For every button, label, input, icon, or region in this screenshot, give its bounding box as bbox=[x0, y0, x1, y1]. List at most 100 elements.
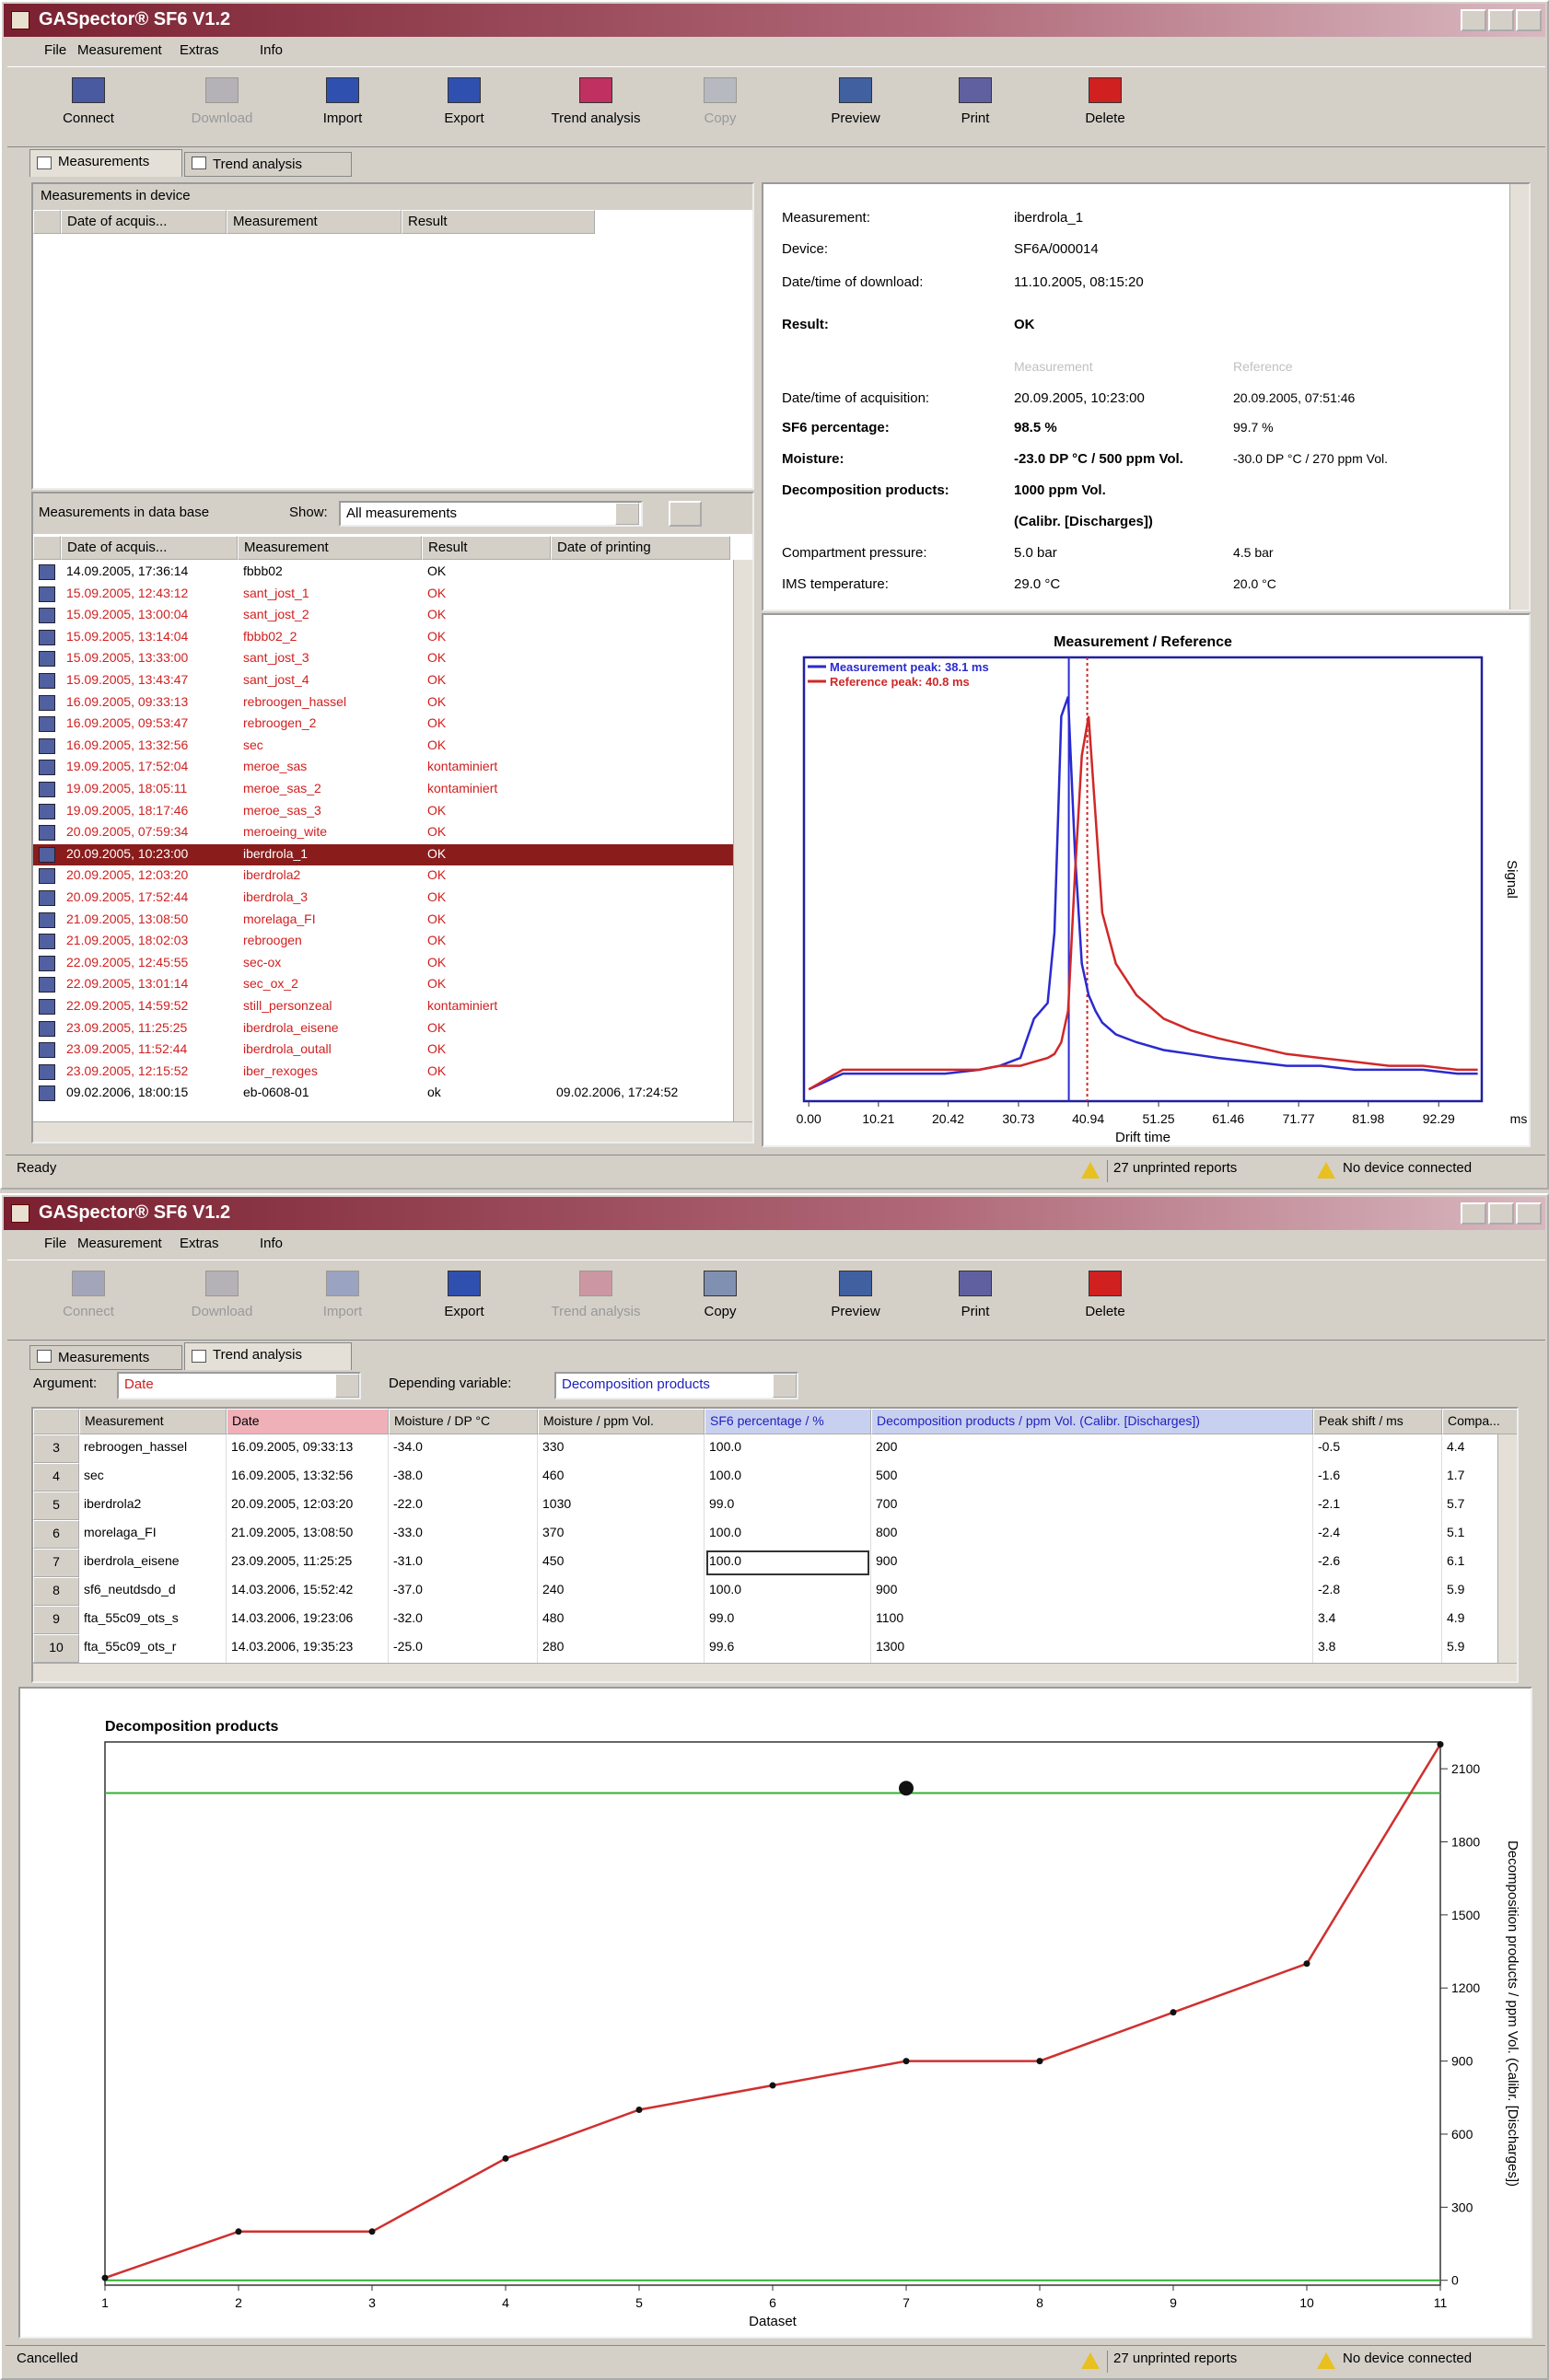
cell[interactable]: 4.4 bbox=[1442, 1434, 1517, 1463]
tab[interactable]: Measurements bbox=[29, 149, 182, 177]
minimize-button[interactable] bbox=[1461, 9, 1486, 31]
menu-item[interactable]: File bbox=[44, 42, 67, 58]
table-row[interactable]: 23.09.2005, 11:25:25 iberdrola_eisene OK bbox=[33, 1018, 733, 1040]
table-row[interactable]: 21.09.2005, 18:02:03 rebroogen OK bbox=[33, 931, 733, 953]
cell[interactable]: 500 bbox=[871, 1463, 1313, 1492]
cell[interactable]: fta_55c09_ots_r bbox=[79, 1634, 227, 1663]
cell[interactable]: 460 bbox=[538, 1463, 705, 1492]
close-button[interactable] bbox=[1516, 9, 1542, 31]
toolbar-button[interactable]: Import bbox=[322, 110, 363, 126]
column-header[interactable]: Moisture / DP °C bbox=[389, 1409, 538, 1434]
toolbar-icon[interactable] bbox=[205, 1271, 239, 1296]
menu-item[interactable]: File bbox=[44, 1236, 67, 1251]
table-row[interactable]: 22.09.2005, 12:45:55 sec-ox OK bbox=[33, 953, 733, 975]
cell[interactable]: 3.8 bbox=[1313, 1634, 1442, 1663]
toolbar-button[interactable]: Delete bbox=[1085, 1304, 1125, 1319]
cell[interactable]: -2.8 bbox=[1313, 1577, 1442, 1606]
menu-item[interactable]: Info bbox=[260, 1236, 284, 1251]
toolbar-icon[interactable] bbox=[579, 77, 612, 103]
cell[interactable]: -25.0 bbox=[389, 1634, 538, 1663]
toolbar-button[interactable]: Trend analysis bbox=[551, 110, 641, 126]
table-row[interactable]: 15.09.2005, 13:14:04 fbbb02_2 OK bbox=[33, 627, 733, 649]
toolbar-button[interactable]: Trend analysis bbox=[551, 1304, 641, 1319]
table-row[interactable]: 23.09.2005, 12:15:52 iber_rexoges OK bbox=[33, 1062, 733, 1084]
tab[interactable]: Measurements bbox=[29, 1345, 182, 1370]
toolbar-button[interactable]: Connect bbox=[63, 110, 114, 126]
toolbar-icon[interactable] bbox=[1089, 1271, 1122, 1296]
cell[interactable]: 1030 bbox=[538, 1492, 705, 1520]
toolbar-button[interactable]: Print bbox=[961, 1304, 990, 1319]
maximize-button[interactable] bbox=[1488, 9, 1514, 31]
column-header[interactable]: Date of acquis... bbox=[61, 536, 238, 560]
cell[interactable]: iberdrola_eisene bbox=[79, 1549, 227, 1577]
cell[interactable]: -2.6 bbox=[1313, 1549, 1442, 1577]
table-row[interactable]: 20.09.2005, 17:52:44 iberdrola_3 OK bbox=[33, 888, 733, 910]
table-row[interactable]: 21.09.2005, 13:08:50 morelaga_FI OK bbox=[33, 910, 733, 932]
cell[interactable]: 370 bbox=[538, 1520, 705, 1549]
menu-item[interactable]: Measurement bbox=[77, 1236, 162, 1251]
toolbar-button[interactable]: Export bbox=[444, 1304, 484, 1319]
toolbar-icon[interactable] bbox=[839, 1271, 872, 1296]
table-row[interactable]: 19.09.2005, 17:52:04 meroe_sas kontaminier… bbox=[33, 757, 733, 779]
toolbar-icon[interactable] bbox=[326, 1271, 359, 1296]
cell[interactable]: -2.4 bbox=[1313, 1520, 1442, 1549]
table-row[interactable]: 15.09.2005, 13:00:04 sant_jost_2 OK bbox=[33, 605, 733, 627]
cell[interactable]: 3.4 bbox=[1313, 1606, 1442, 1634]
table-row[interactable]: 19.09.2005, 18:17:46 meroe_sas_3 OK bbox=[33, 801, 733, 823]
toolbar-icon[interactable] bbox=[704, 77, 737, 103]
cell[interactable]: 900 bbox=[871, 1549, 1313, 1577]
menu-item[interactable]: Extras bbox=[180, 42, 219, 58]
cell[interactable]: 16.09.2005, 09:33:13 bbox=[227, 1434, 389, 1463]
cell[interactable]: -1.6 bbox=[1313, 1463, 1442, 1492]
maximize-button[interactable] bbox=[1488, 1202, 1514, 1225]
toolbar-icon[interactable] bbox=[326, 77, 359, 103]
toolbar-button[interactable]: Print bbox=[961, 110, 990, 126]
toolbar-button[interactable]: Delete bbox=[1085, 110, 1125, 126]
table-row[interactable]: 22.09.2005, 14:59:52 still_personzeal kont… bbox=[33, 996, 733, 1018]
cell[interactable]: 700 bbox=[871, 1492, 1313, 1520]
cell[interactable]: 200 bbox=[871, 1434, 1313, 1463]
cell[interactable]: 5.9 bbox=[1442, 1577, 1517, 1606]
column-header[interactable]: Measurement bbox=[227, 210, 402, 234]
table-row[interactable]: 23.09.2005, 11:52:44 iberdrola_outall OK bbox=[33, 1039, 733, 1062]
cell[interactable]: 1300 bbox=[871, 1634, 1313, 1663]
table-row[interactable]: 09.02.2006, 18:00:15 eb-0608-01 ok 09.02.20… bbox=[33, 1083, 733, 1105]
cell[interactable]: iberdrola2 bbox=[79, 1492, 227, 1520]
cell[interactable]: 5.7 bbox=[1442, 1492, 1517, 1520]
table-row[interactable]: 22.09.2005, 13:01:14 sec_ox_2 OK bbox=[33, 974, 733, 996]
toolbar-button[interactable]: Export bbox=[444, 110, 484, 126]
toolbar-button[interactable]: Preview bbox=[831, 110, 880, 126]
depending-dropdown[interactable]: Decomposition products bbox=[554, 1372, 798, 1399]
cell[interactable]: fta_55c09_ots_s bbox=[79, 1606, 227, 1634]
cell[interactable]: -31.0 bbox=[389, 1549, 538, 1577]
cell[interactable]: 100.0 bbox=[705, 1463, 871, 1492]
cell[interactable]: sec bbox=[79, 1463, 227, 1492]
cell[interactable]: 99.0 bbox=[705, 1492, 871, 1520]
column-header[interactable]: Decomposition products / ppm Vol. (Calib… bbox=[871, 1409, 1313, 1434]
cell[interactable]: 100.0 bbox=[705, 1549, 871, 1577]
table-row[interactable]: 16.09.2005, 09:33:13 rebroogen_hassel OK bbox=[33, 692, 733, 714]
toolbar-icon[interactable] bbox=[959, 77, 992, 103]
toolbar-icon[interactable] bbox=[448, 77, 481, 103]
menu-item[interactable]: Measurement bbox=[77, 42, 162, 58]
cell[interactable]: 100.0 bbox=[705, 1520, 871, 1549]
table-row[interactable]: 16.09.2005, 09:53:47 rebroogen_2 OK bbox=[33, 714, 733, 736]
column-header[interactable]: Measurement bbox=[238, 536, 422, 560]
column-header[interactable]: Measurement bbox=[79, 1409, 227, 1434]
toolbar-button[interactable]: Connect bbox=[63, 1304, 114, 1319]
cell[interactable]: -32.0 bbox=[389, 1606, 538, 1634]
cell[interactable]: 1.7 bbox=[1442, 1463, 1517, 1492]
toolbar-button[interactable]: Download bbox=[191, 110, 253, 126]
toolbar-icon[interactable] bbox=[1089, 77, 1122, 103]
cell[interactable]: 21.09.2005, 13:08:50 bbox=[227, 1520, 389, 1549]
cell[interactable]: -2.1 bbox=[1313, 1492, 1442, 1520]
cell[interactable]: -0.5 bbox=[1313, 1434, 1442, 1463]
cell[interactable]: 14.03.2006, 15:52:42 bbox=[227, 1577, 389, 1606]
cell[interactable]: 20.09.2005, 12:03:20 bbox=[227, 1492, 389, 1520]
tab[interactable]: Trend analysis bbox=[184, 152, 352, 177]
toolbar-icon[interactable] bbox=[959, 1271, 992, 1296]
cell[interactable]: 99.6 bbox=[705, 1634, 871, 1663]
column-header[interactable]: Date of printing bbox=[551, 536, 730, 560]
table-row[interactable]: 20.09.2005, 07:59:34 meroeing_wite OK bbox=[33, 822, 733, 844]
table-row[interactable]: 15.09.2005, 12:43:12 sant_jost_1 OK bbox=[33, 584, 733, 606]
